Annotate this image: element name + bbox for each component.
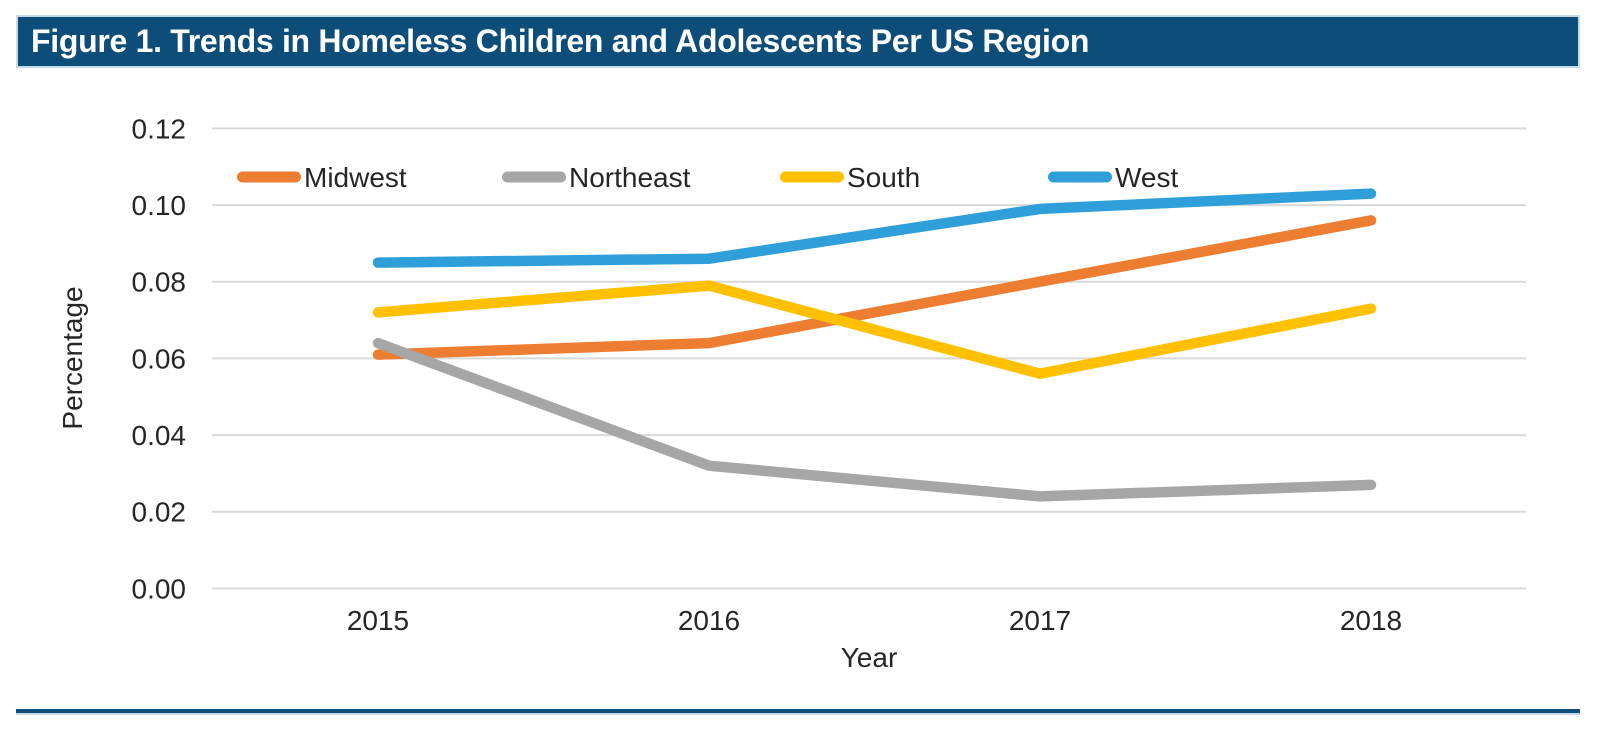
y-tick-label: 0.00 (132, 573, 187, 604)
bottom-divider (16, 709, 1580, 715)
series-line-south (372, 280, 1377, 379)
legend-label: Midwest (304, 162, 407, 193)
series-line-midwest (372, 215, 1377, 360)
legend-swatch-west (1048, 171, 1112, 183)
y-tick-label: 0.08 (132, 267, 187, 298)
legend-label: South (847, 162, 920, 193)
legend-swatch-midwest (237, 171, 301, 183)
legend-item-midwest: Midwest (237, 162, 407, 193)
legend-label: West (1115, 162, 1178, 193)
x-tick-label: 2017 (1009, 605, 1071, 636)
figure-title-bar: Figure 1. Trends in Homeless Children an… (16, 15, 1580, 68)
legend-item-northeast: Northeast (502, 162, 691, 193)
legend-item-south: South (780, 162, 920, 193)
x-axis-title: Year (841, 642, 898, 673)
x-tick-label: 2018 (1340, 605, 1402, 636)
x-tick-label: 2015 (347, 605, 409, 636)
legend-swatch-northeast (502, 171, 566, 183)
y-axis-title: Percentage (57, 286, 88, 429)
y-tick-label: 0.04 (132, 420, 187, 451)
x-tick-label: 2016 (678, 605, 740, 636)
y-tick-label: 0.10 (132, 190, 187, 221)
series-line-northeast (372, 337, 1377, 502)
legend-label: Northeast (569, 162, 691, 193)
legend-item-west: West (1048, 162, 1178, 193)
y-tick-label: 0.06 (132, 343, 187, 374)
y-tick-label: 0.12 (132, 113, 187, 144)
y-tick-label: 0.02 (132, 497, 187, 528)
figure-title: Figure 1. Trends in Homeless Children an… (31, 23, 1090, 59)
series-line-west (372, 188, 1377, 268)
legend-swatch-south (780, 171, 844, 183)
